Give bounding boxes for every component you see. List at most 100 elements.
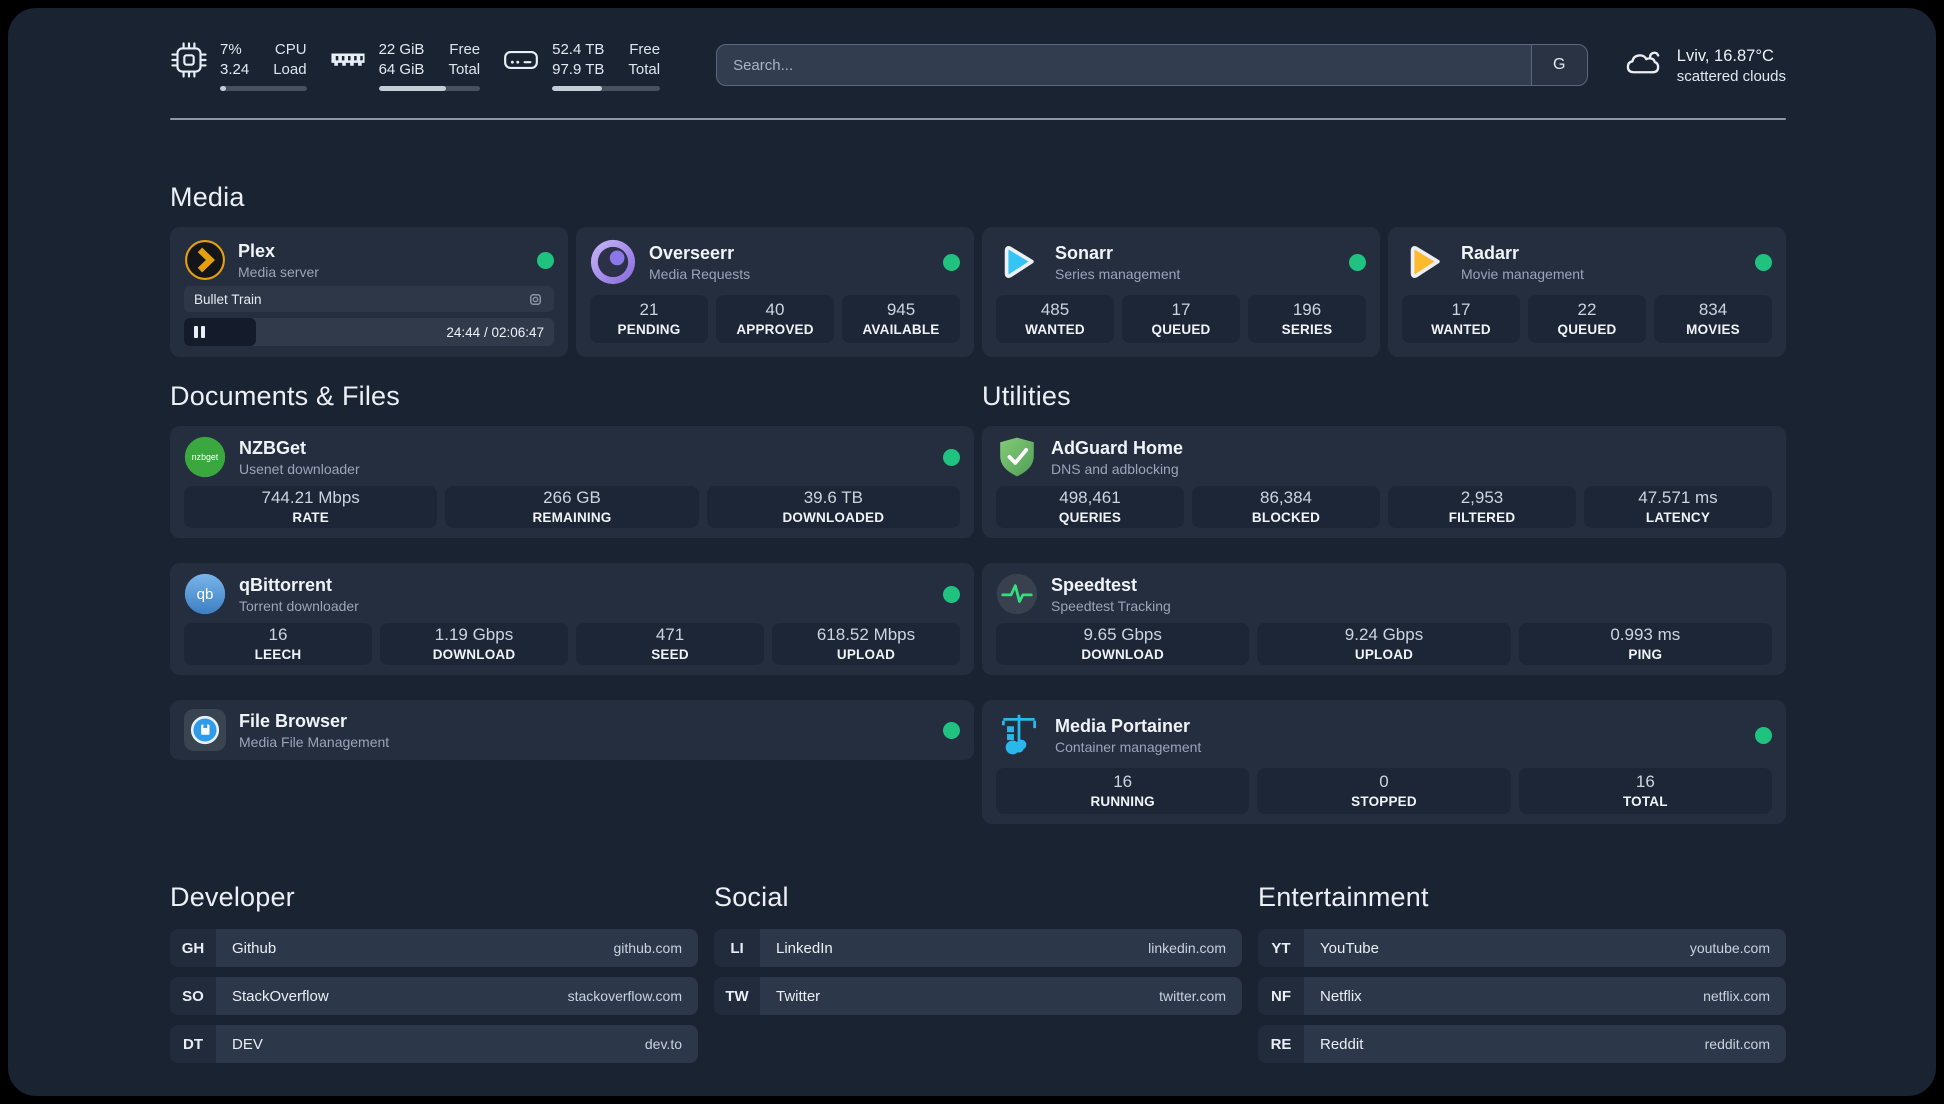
stat-label: TOTAL	[1622, 794, 1668, 809]
stat-label: UPLOAD	[836, 647, 896, 662]
stat-download: 1.19 Gbps DOWNLOAD	[380, 623, 568, 665]
stat-label: FILTERED	[1448, 510, 1516, 525]
stat-seed: 471 SEED	[576, 623, 764, 665]
bookmark-abbr: GH	[170, 929, 216, 967]
stat-label: QUERIES	[1058, 510, 1122, 525]
sonarr-logo-icon	[996, 239, 1042, 285]
stat-ping: 0.993 ms PING	[1518, 623, 1772, 665]
plex-card[interactable]: Plex Media server Bullet Train	[170, 227, 568, 357]
stat-value: 47.571 ms	[1638, 488, 1718, 507]
stat-value: 744.21 Mbps	[261, 488, 360, 507]
disk-usage-widget: 52.4 TB 97.9 TB Free Total	[502, 40, 661, 91]
bookmark-reddit[interactable]: RE Reddit reddit.com	[1258, 1025, 1786, 1063]
stat-label: MOVIES	[1686, 322, 1740, 337]
app-subtitle: Container management	[1055, 738, 1202, 755]
app-title: Plex	[238, 240, 276, 261]
ram-icon	[329, 41, 367, 79]
pause-button[interactable]	[194, 318, 205, 346]
adguard-card[interactable]: AdGuard Home DNS and adblocking 498,461 …	[982, 426, 1786, 538]
top-bar: 7% 3.24 CPU Load	[170, 38, 1786, 92]
playback-time: 24:44 / 02:06:47	[446, 324, 544, 340]
bookmark-url: stackoverflow.com	[567, 988, 682, 1004]
stat-value: 2,953	[1460, 488, 1504, 507]
app-title: NZBGet	[239, 437, 306, 458]
stat-label: RATE	[292, 510, 329, 525]
portainer-card[interactable]: Media Portainer Container management 16 …	[982, 700, 1786, 824]
stat-value: 17	[1451, 300, 1471, 319]
app-title: Speedtest	[1051, 574, 1138, 595]
bookmark-url: github.com	[613, 940, 682, 956]
status-dot	[537, 251, 554, 269]
plex-logo-icon	[184, 239, 226, 281]
utilities-section: Utilities	[982, 381, 1786, 824]
stat-wanted: 485 WANTED	[996, 295, 1114, 343]
search-input[interactable]	[717, 45, 1531, 85]
disk-total-value: 97.9 TB	[552, 60, 605, 78]
app-title: Radarr	[1461, 242, 1520, 263]
memory-total-value: 64 GiB	[378, 60, 425, 78]
stat-value: 0	[1379, 772, 1389, 791]
nzbget-logo-icon: nzbget	[184, 436, 226, 478]
app-subtitle: Media Requests	[649, 265, 751, 282]
now-playing-row: Bullet Train	[184, 286, 554, 312]
radarr-card[interactable]: Radarr Movie management 17 WANTED 2	[1388, 227, 1786, 357]
stat-label: QUEUED	[1151, 322, 1211, 337]
entertainment-section-header: Entertainment	[1258, 882, 1429, 912]
bookmark-dev[interactable]: DT DEV dev.to	[170, 1025, 698, 1063]
settings-icon[interactable]	[527, 291, 544, 308]
stat-value: 22	[1577, 300, 1597, 319]
bookmark-abbr: TW	[714, 977, 760, 1015]
stat-value: 196	[1292, 300, 1322, 319]
bookmark-stackoverflow[interactable]: SO StackOverflow stackoverflow.com	[170, 977, 698, 1015]
search-engine-button[interactable]: G	[1530, 45, 1587, 85]
speedtest-card[interactable]: Speedtest Speedtest Tracking 9.65 Gbps D…	[982, 563, 1786, 675]
bookmark-url: youtube.com	[1689, 940, 1770, 956]
documents-section-header: Documents & Files	[170, 381, 400, 411]
bookmark-youtube[interactable]: YT YouTube youtube.com	[1258, 929, 1786, 967]
bookmark-twitter[interactable]: TW Twitter twitter.com	[714, 977, 1242, 1015]
bookmark-url: linkedin.com	[1148, 940, 1226, 956]
social-section-header: Social	[714, 882, 789, 912]
stat-latency: 47.571 ms LATENCY	[1584, 486, 1772, 528]
qbittorrent-card[interactable]: qb qBittorrent Torrent downloader	[170, 563, 974, 675]
developer-section-header: Developer	[170, 882, 295, 912]
status-dot	[943, 585, 960, 603]
app-subtitle: Torrent downloader	[239, 597, 359, 614]
app-title: qBittorrent	[239, 574, 332, 595]
bookmark-github[interactable]: GH Github github.com	[170, 929, 698, 967]
bookmark-name: YouTube	[1320, 939, 1379, 957]
stat-value: 16	[1635, 772, 1655, 791]
bookmark-name: Reddit	[1320, 1035, 1364, 1053]
stat-label: PING	[1628, 647, 1663, 662]
nzbget-card[interactable]: nzbget NZBGet Usenet downloader	[170, 426, 974, 538]
stat-value: 0.993 ms	[1610, 625, 1681, 644]
bookmark-netflix[interactable]: NF Netflix netflix.com	[1258, 977, 1786, 1015]
bookmark-name: Github	[232, 939, 277, 957]
cpu-usage-widget: 7% 3.24 CPU Load	[170, 40, 307, 91]
bookmark-abbr: YT	[1258, 929, 1304, 967]
dashboard-panel: 7% 3.24 CPU Load	[8, 8, 1936, 1096]
developer-section: Developer GH Github github.com SO	[170, 882, 698, 1063]
stat-value: 16	[268, 625, 288, 644]
status-dot	[943, 721, 960, 739]
stat-queued: 17 QUEUED	[1122, 295, 1240, 343]
bookmark-url: netflix.com	[1703, 988, 1770, 1004]
stat-label: UPLOAD	[1354, 647, 1414, 662]
memory-free-value: 22 GiB	[378, 40, 425, 58]
bookmark-url: reddit.com	[1704, 1036, 1770, 1052]
status-dot	[943, 448, 960, 466]
stat-remaining: 266 GB REMAINING	[445, 486, 699, 528]
filebrowser-card[interactable]: File Browser Media File Management	[170, 700, 974, 760]
bookmark-linkedin[interactable]: LI LinkedIn linkedin.com	[714, 929, 1242, 967]
disk-free-value: 52.4 TB	[552, 40, 605, 58]
portainer-logo-icon	[996, 712, 1042, 758]
playback-progress-bar[interactable]: 24:44 / 02:06:47	[184, 318, 554, 346]
stat-value: 9.24 Gbps	[1344, 625, 1424, 644]
stat-label: APPROVED	[736, 322, 814, 337]
overseerr-card[interactable]: Overseerr Media Requests 21 PENDING	[576, 227, 974, 357]
stat-wanted: 17 WANTED	[1402, 295, 1520, 343]
sonarr-card[interactable]: Sonarr Series management 485 WANTED	[982, 227, 1380, 357]
stat-movies: 834 MOVIES	[1654, 295, 1772, 343]
stat-value: 834	[1698, 300, 1728, 319]
stat-value: 618.52 Mbps	[816, 625, 916, 644]
